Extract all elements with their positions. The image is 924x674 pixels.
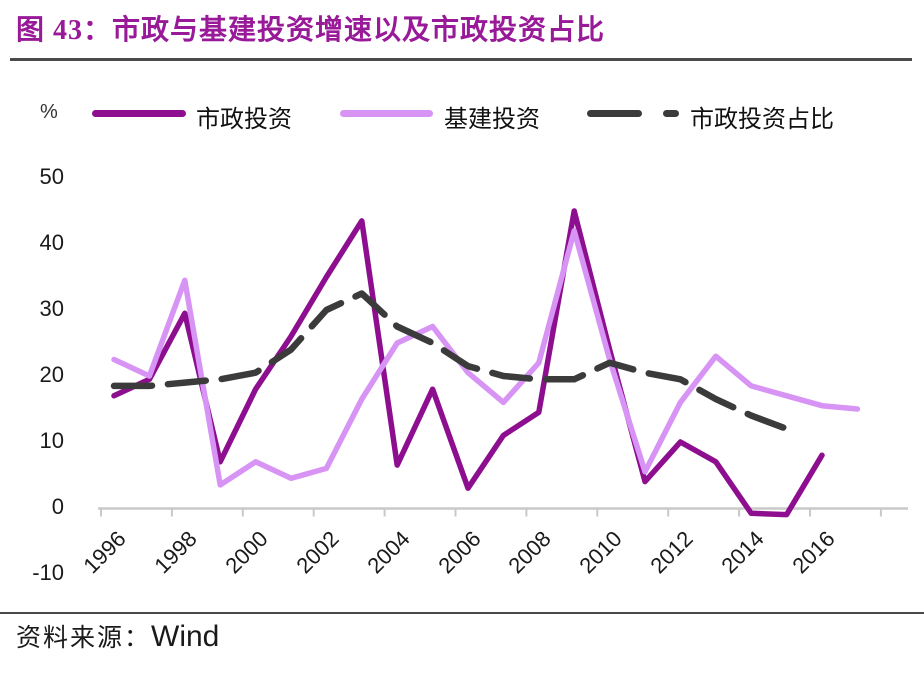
footer-divider <box>0 612 924 614</box>
y-tick-label: 10 <box>39 428 64 453</box>
legend-label-share: 市政投资占比 <box>690 106 834 133</box>
series-infrastructure-line <box>111 228 861 488</box>
legend-swatch-municipal <box>92 110 186 117</box>
legend-label-infrastructure: 基建投资 <box>444 106 540 133</box>
legend-swatch-share-dash-short <box>663 110 679 117</box>
source-label: 资料来源： <box>16 625 152 652</box>
title-divider <box>10 58 912 61</box>
legend-swatch-share-dash-long <box>587 110 642 117</box>
y-tick-label: 40 <box>39 230 64 255</box>
series-municipal-line <box>111 208 825 518</box>
legend-swatch-infrastructure <box>340 110 433 117</box>
y-tick-label: 0 <box>51 494 64 519</box>
y-axis-unit-label: % <box>40 101 58 123</box>
series-share-line <box>110 290 790 433</box>
y-tick-label: 30 <box>39 296 64 321</box>
y-tick-label: 50 <box>39 164 64 189</box>
source-name: Wind <box>151 620 220 653</box>
legend-label-municipal: 市政投资 <box>196 106 292 133</box>
source-note: 资料来源： Wind <box>16 618 219 654</box>
figure-title: 图 43：市政与基建投资增速以及市政投资占比 <box>16 15 606 46</box>
y-tick-label: 20 <box>39 362 64 387</box>
y-tick-label: -10 <box>32 560 64 585</box>
